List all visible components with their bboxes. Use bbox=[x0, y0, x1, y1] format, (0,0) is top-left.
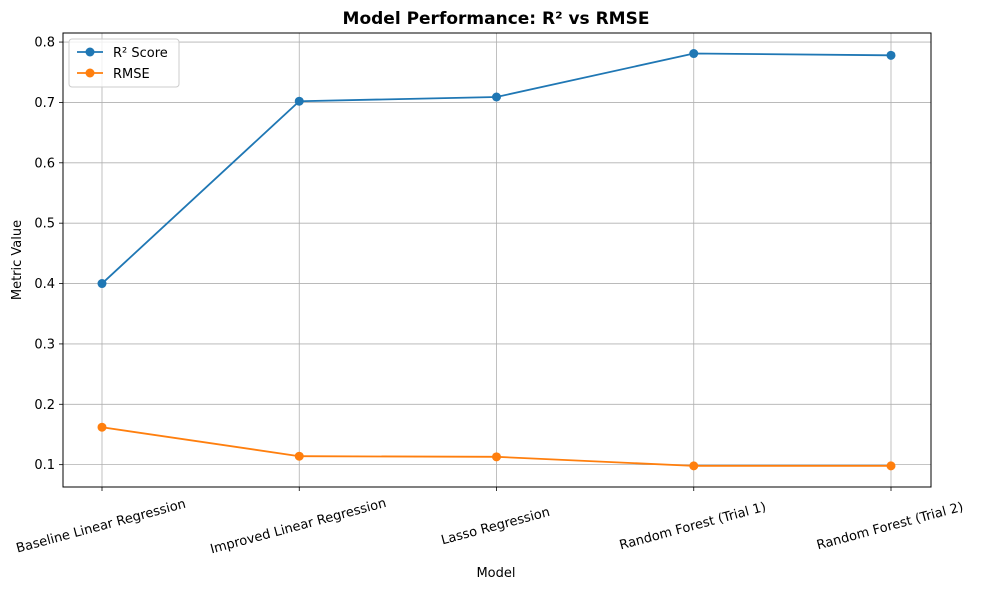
plot-area-frame bbox=[62, 32, 932, 488]
y-tick-label: 0.5 bbox=[34, 217, 55, 232]
data-point-1-4 bbox=[886, 461, 896, 471]
y-tick-label: 0.3 bbox=[34, 337, 55, 352]
chart-title: Model Performance: R² vs RMSE bbox=[343, 9, 650, 29]
y-axis-label: Metric Value bbox=[10, 220, 25, 300]
y-axis-ticks: 0.1 0.2 0.3 0.4 0.5 0.6 0.7 0.8 bbox=[34, 36, 63, 473]
data-point-0-4 bbox=[886, 50, 896, 60]
x-axis-label: Model bbox=[476, 566, 515, 581]
x-tick-label: Lasso Regression bbox=[440, 505, 552, 548]
legend-label-r2: R² Score bbox=[113, 46, 168, 61]
legend-box bbox=[68, 38, 180, 88]
y-tick-label: 0.6 bbox=[34, 156, 55, 171]
x-tick-label: Random Forest (Trial 2) bbox=[815, 500, 965, 554]
data-point-1-3 bbox=[689, 461, 699, 471]
data-point-0-0 bbox=[97, 279, 107, 289]
data-point-1-1 bbox=[294, 451, 304, 461]
y-tick-label: 0.2 bbox=[34, 398, 55, 413]
y-tick-label: 0.8 bbox=[34, 36, 55, 51]
x-tick-label: Improved Linear Regression bbox=[209, 496, 388, 557]
series-lines bbox=[97, 49, 896, 471]
data-point-1-2 bbox=[492, 452, 501, 462]
legend-marker-r2 bbox=[85, 47, 95, 57]
data-point-1-0 bbox=[97, 422, 107, 432]
y-tick-label: 0.1 bbox=[34, 458, 55, 473]
legend-label-rmse: RMSE bbox=[113, 67, 150, 82]
y-tick-label: 0.4 bbox=[34, 277, 55, 292]
grid bbox=[63, 33, 931, 487]
legend-marker-rmse bbox=[85, 68, 95, 78]
y-tick-label: 0.7 bbox=[34, 96, 55, 111]
x-axis-ticks: Baseline Linear Regression Improved Linea… bbox=[15, 487, 965, 557]
x-tick-label: Random Forest (Trial 1) bbox=[618, 500, 768, 554]
x-tick-label: Baseline Linear Regression bbox=[15, 497, 188, 557]
data-point-0-2 bbox=[492, 92, 501, 102]
data-point-0-3 bbox=[689, 49, 699, 59]
data-point-0-1 bbox=[294, 96, 304, 106]
legend: R² Score RMSE bbox=[68, 38, 180, 88]
